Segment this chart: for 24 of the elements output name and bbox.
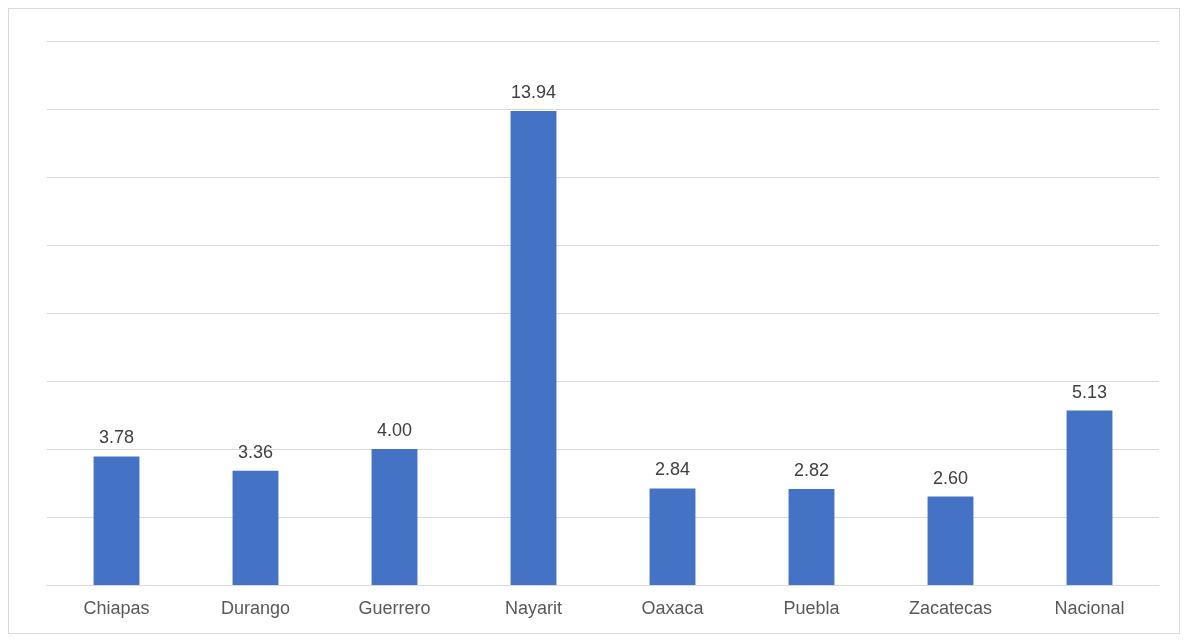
x-tick-label: Nayarit (504, 598, 563, 618)
data-label: 2.84 (654, 459, 691, 480)
bar (232, 470, 279, 585)
data-label: 5.13 (1071, 381, 1108, 402)
data-label: 13.94 (510, 82, 557, 103)
x-tick-label: Chiapas (83, 598, 150, 618)
data-label: 2.60 (932, 467, 969, 488)
x-tick-label: Zacatecas (908, 598, 993, 618)
x-tick-label: Durango (220, 598, 291, 618)
bar (927, 496, 974, 585)
x-tick-label: Puebla (783, 598, 841, 618)
x-tick-label: Nacional (1054, 598, 1125, 618)
bar (1066, 410, 1113, 585)
bar (649, 488, 696, 585)
data-label: 3.36 (237, 441, 274, 462)
data-label: 4.00 (376, 420, 413, 440)
bar (93, 456, 140, 585)
data-label: 3.78 (98, 427, 135, 448)
bar (788, 489, 835, 585)
x-tick-label: Guerrero (358, 598, 431, 618)
bar (371, 449, 418, 585)
x-tick-label: Oaxaca (641, 598, 705, 618)
data-label: 2.82 (793, 460, 830, 481)
bar (510, 111, 557, 585)
